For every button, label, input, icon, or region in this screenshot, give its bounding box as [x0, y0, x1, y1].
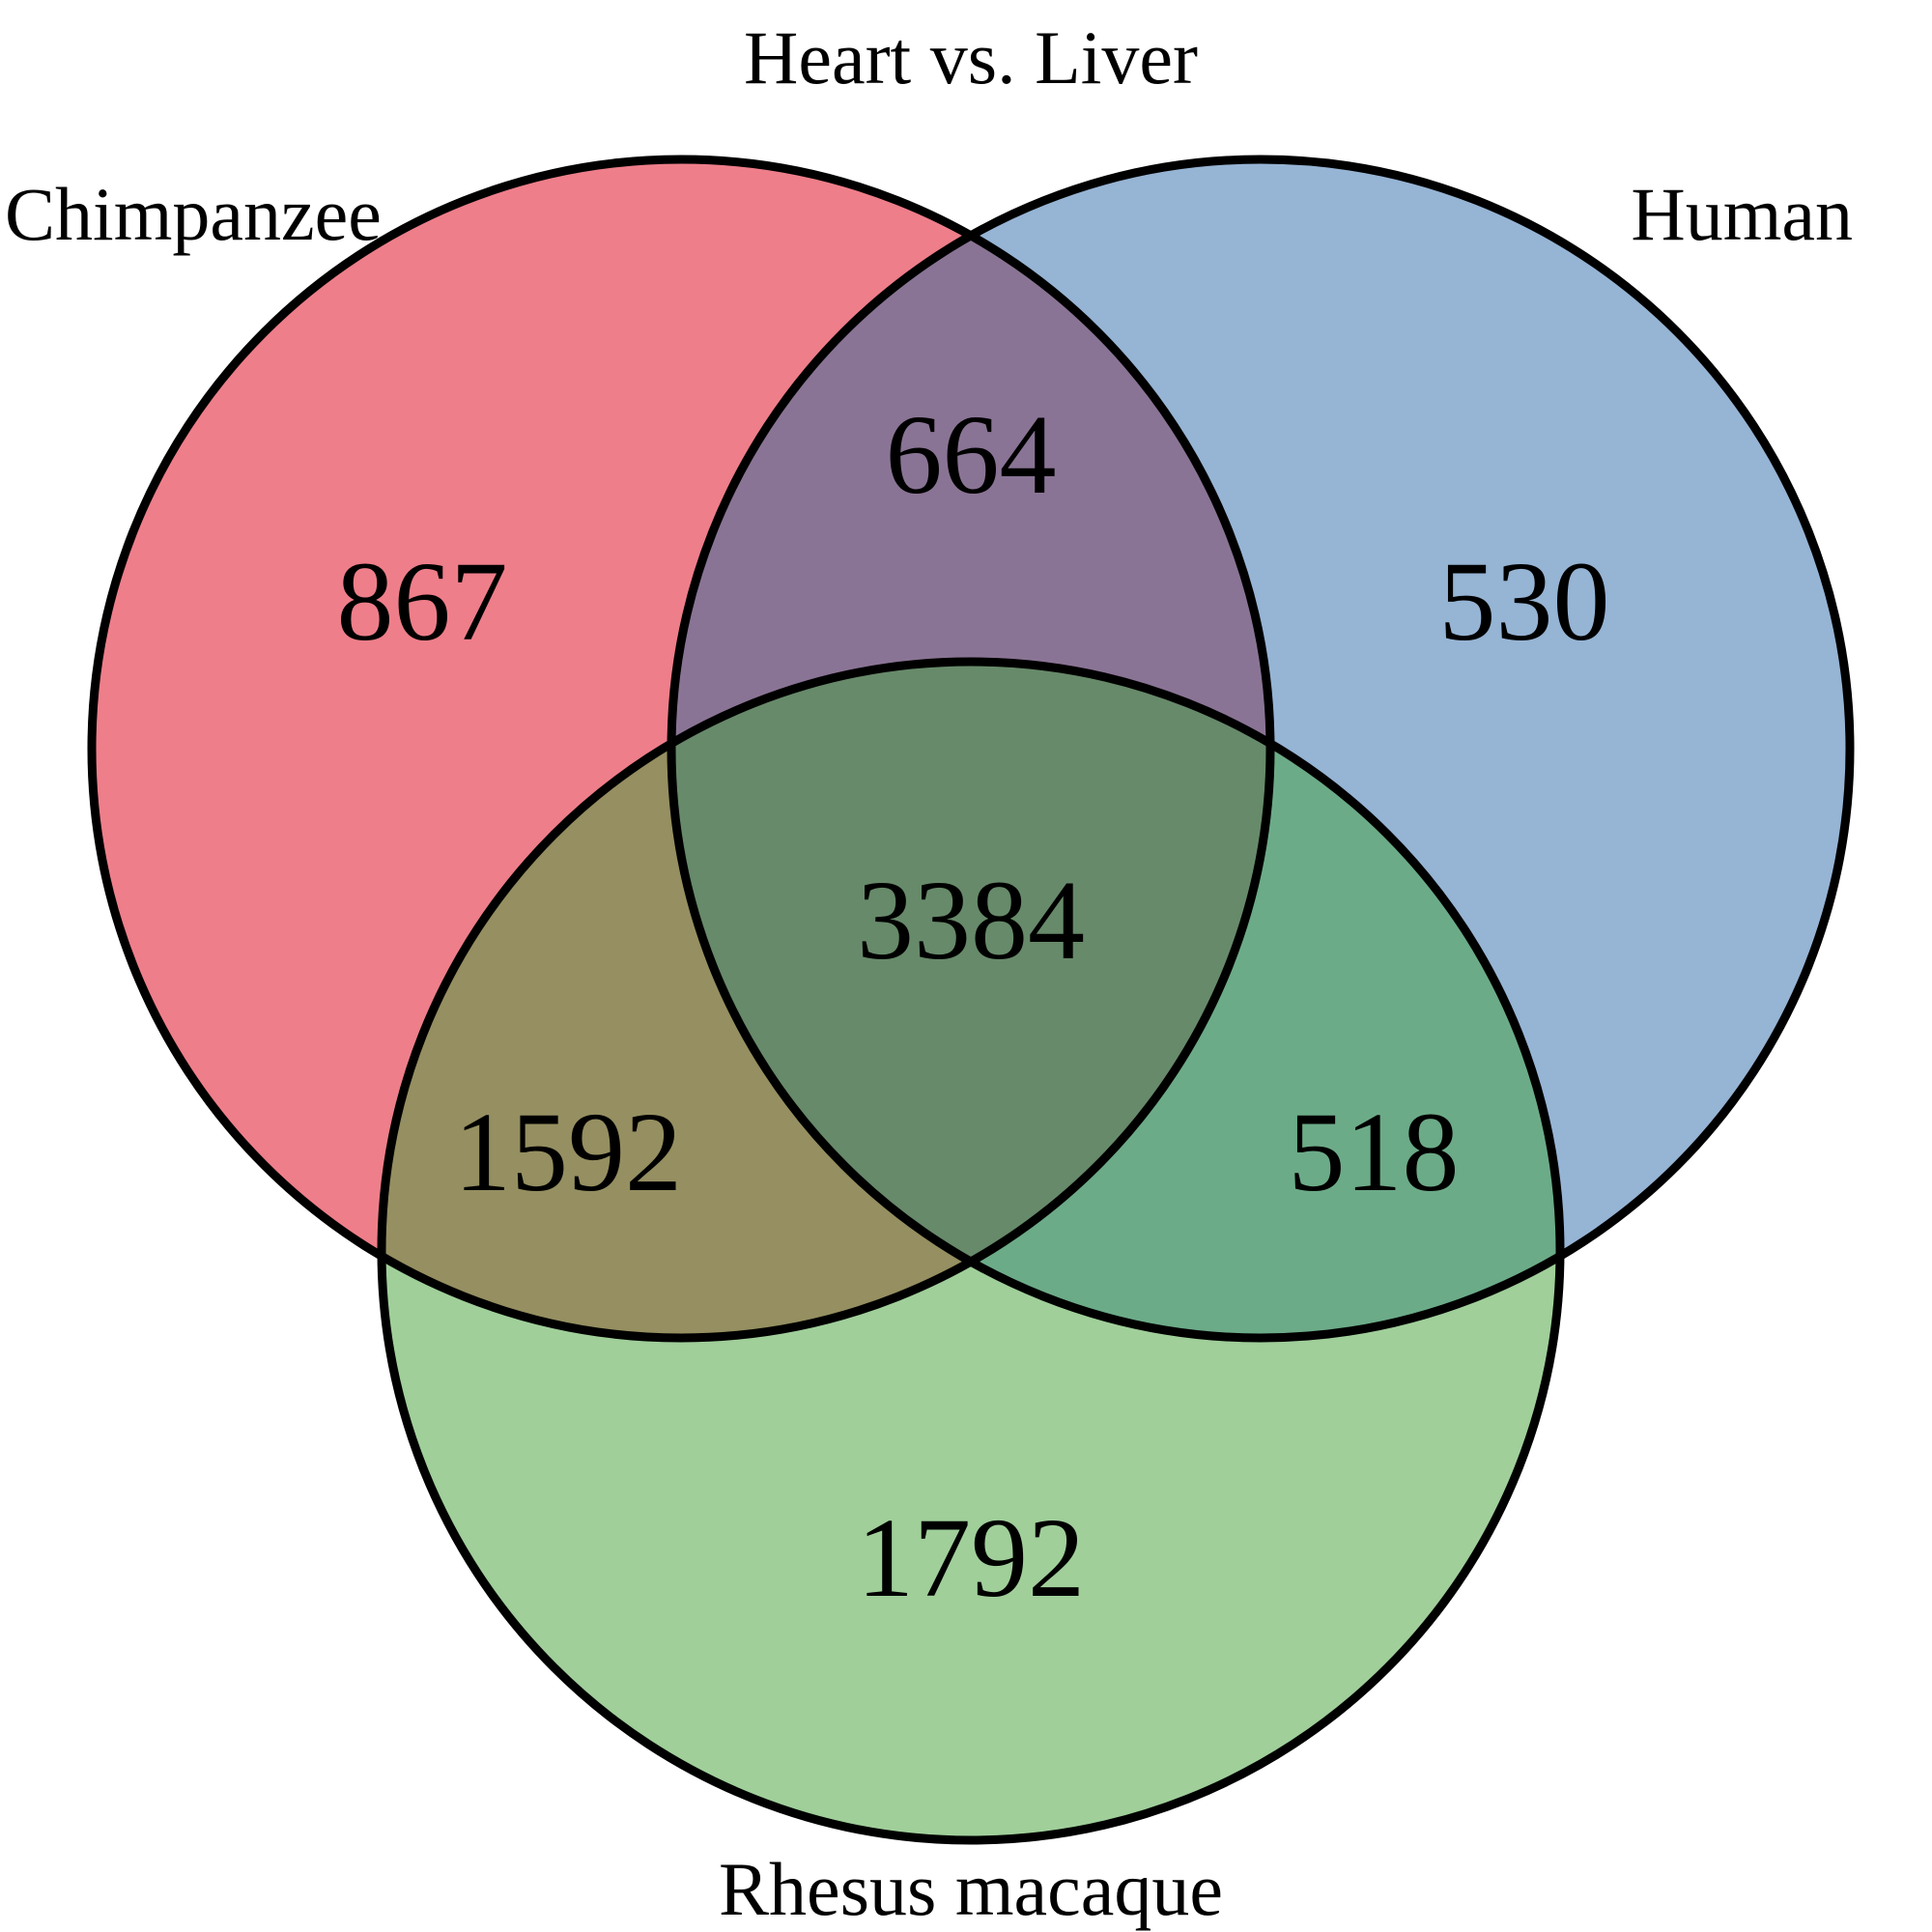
count-human-rhesus: 518 — [1289, 1089, 1460, 1215]
count-chimpanzee-human: 664 — [886, 391, 1057, 518]
count-chimpanzee-only: 867 — [337, 538, 508, 665]
human-label: Human — [1631, 172, 1853, 256]
chimpanzee-label: Chimpanzee — [5, 172, 382, 256]
rhesus-label: Rhesus macaque — [719, 1847, 1223, 1931]
count-chimpanzee-rhesus: 1592 — [454, 1089, 682, 1215]
human-circle-outline — [667, 155, 1855, 1343]
count-rhesus-only: 1792 — [857, 1494, 1085, 1621]
diagram-title: Heart vs. Liver — [744, 15, 1198, 99]
chimpanzee-circle-outline — [87, 155, 1275, 1343]
rhesus-circle-outline — [377, 657, 1565, 1845]
count-all-three: 3384 — [857, 857, 1085, 983]
count-human-only: 530 — [1439, 538, 1610, 665]
